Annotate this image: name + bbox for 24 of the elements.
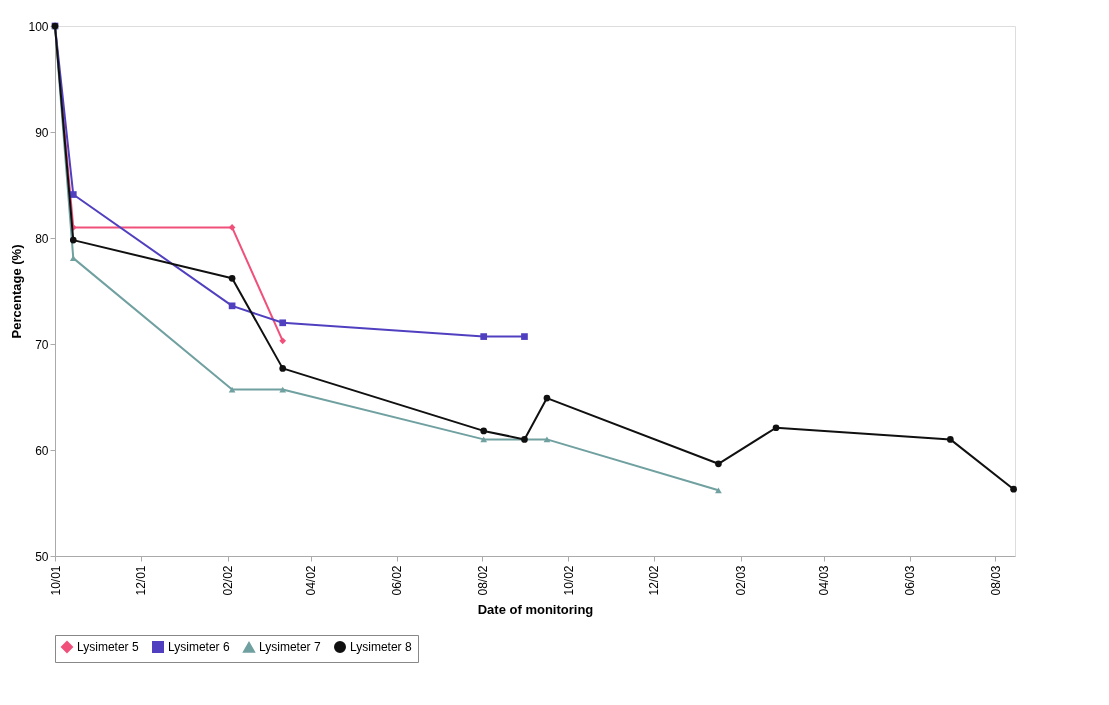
x-tick-label: 06/02	[390, 565, 405, 596]
x-tick-label: 12/01	[134, 565, 149, 596]
y-tick-label: 50	[35, 549, 49, 564]
y-tick-label: 70	[35, 337, 49, 352]
x-tick-label: 08/03	[988, 565, 1003, 596]
x-tick-label: 02/02	[221, 565, 236, 596]
legend-label: Lysimeter 7	[259, 640, 321, 655]
legend-label: Lysimeter 6	[168, 640, 230, 654]
x-tick-label: 10/02	[561, 565, 576, 596]
legend-label: Lysimeter 8	[350, 640, 412, 654]
x-tick-label: 06/03	[903, 565, 918, 596]
y-tick-label: 90	[35, 125, 49, 140]
x-tick-label: 04/03	[817, 565, 832, 596]
x-axis-title: Date of monitoring	[477, 601, 594, 617]
x-tick-label: 02/03	[734, 565, 749, 596]
x-tick-label: 12/02	[647, 565, 662, 596]
legend-label: Lysimeter 5	[77, 640, 139, 654]
x-tick-label: 04/02	[304, 565, 319, 596]
y-tick-label: 60	[35, 443, 49, 458]
x-tick-label: 08/02	[475, 565, 490, 596]
y-tick-label: 80	[35, 231, 49, 246]
x-tick-label: 10/01	[48, 565, 63, 596]
y-axis-title: Percentage (%)	[9, 244, 25, 339]
y-tick-label: 100	[28, 19, 49, 34]
